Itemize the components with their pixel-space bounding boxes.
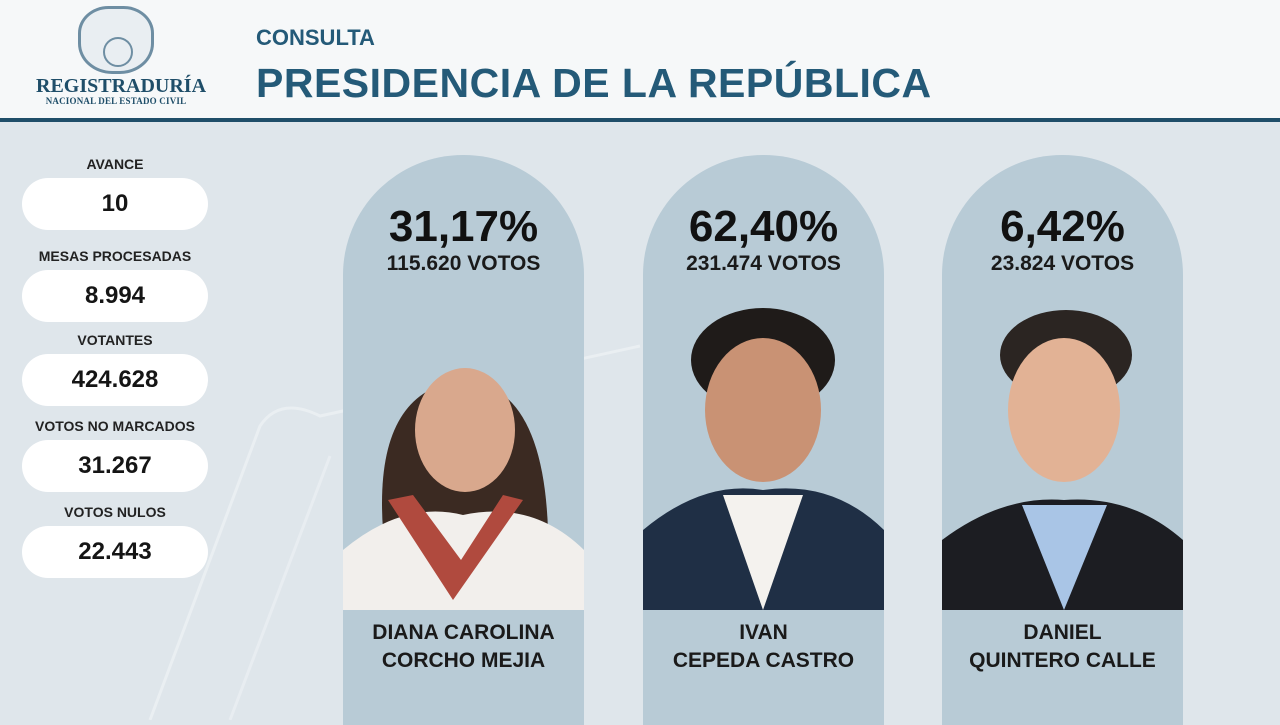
- candidate-name-line1: IVAN: [739, 621, 788, 644]
- stat-label-no-marcados: VOTOS NO MARCADOS: [35, 418, 195, 434]
- candidate-card: 6,42% 23.824 VOTOS DANIEL QUINTERO CALLE: [942, 155, 1183, 725]
- candidate-name-line2: QUINTERO CALLE: [969, 649, 1156, 672]
- candidate-name-line1: DANIEL: [1023, 621, 1102, 644]
- candidate-votes: 115.620 VOTOS: [386, 252, 541, 275]
- stat-value-no-marcados: 31.267: [22, 440, 208, 492]
- header: REGISTRADURÍA NACIONAL DEL ESTADO CIVIL …: [0, 0, 1280, 122]
- candidate-votes: 23.824 VOTOS: [990, 252, 1135, 275]
- logo-line2: NACIONAL DEL ESTADO CIVIL: [45, 96, 187, 106]
- candidate-card: 62,40% 231.474 VOTOS IVAN CEPEDA CASTRO: [643, 155, 884, 725]
- logo-line1: REGISTRADURÍA: [36, 75, 207, 97]
- stats-panel: AVANCE 10 MESAS PROCESADAS 8.994 VOTANTE…: [22, 156, 208, 596]
- stat-label-avance: AVANCE: [86, 156, 144, 172]
- stat-value-votantes: 424.628: [22, 354, 208, 406]
- coat-of-arms-icon: [78, 6, 154, 74]
- candidate-name-line2: CEPEDA CASTRO: [672, 649, 855, 672]
- candidate-photo: [643, 308, 884, 610]
- candidate-percent: 62,40%: [688, 202, 839, 251]
- candidate-photo: [343, 368, 584, 610]
- stat-label-mesas: MESAS PROCESADAS: [38, 248, 192, 264]
- page-title: PRESIDENCIA DE LA REPÚBLICA: [256, 60, 932, 106]
- stat-value-nulos: 22.443: [22, 526, 208, 578]
- candidate-card: 31,17% 115.620 VOTOS DIANA CAROLINA CORC…: [343, 155, 584, 725]
- registraduria-logo: REGISTRADURÍA NACIONAL DEL ESTADO CIVIL: [36, 6, 207, 106]
- stat-value-avance: 10: [22, 178, 208, 230]
- page-subtitle: CONSULTA: [256, 25, 375, 50]
- candidate-votes: 231.474 VOTOS: [686, 252, 841, 275]
- candidate-photo: [942, 310, 1183, 610]
- background-decoration: [148, 344, 641, 720]
- candidate-percent: 31,17%: [388, 202, 539, 251]
- stat-label-votantes: VOTANTES: [77, 332, 153, 348]
- stat-label-nulos: VOTOS NULOS: [64, 504, 166, 520]
- candidate-percent: 6,42%: [1000, 202, 1125, 251]
- stat-value-mesas: 8.994: [22, 270, 208, 322]
- candidate-name-line2: CORCHO MEJIA: [381, 649, 546, 672]
- candidate-name-line1: DIANA CAROLINA: [372, 621, 555, 644]
